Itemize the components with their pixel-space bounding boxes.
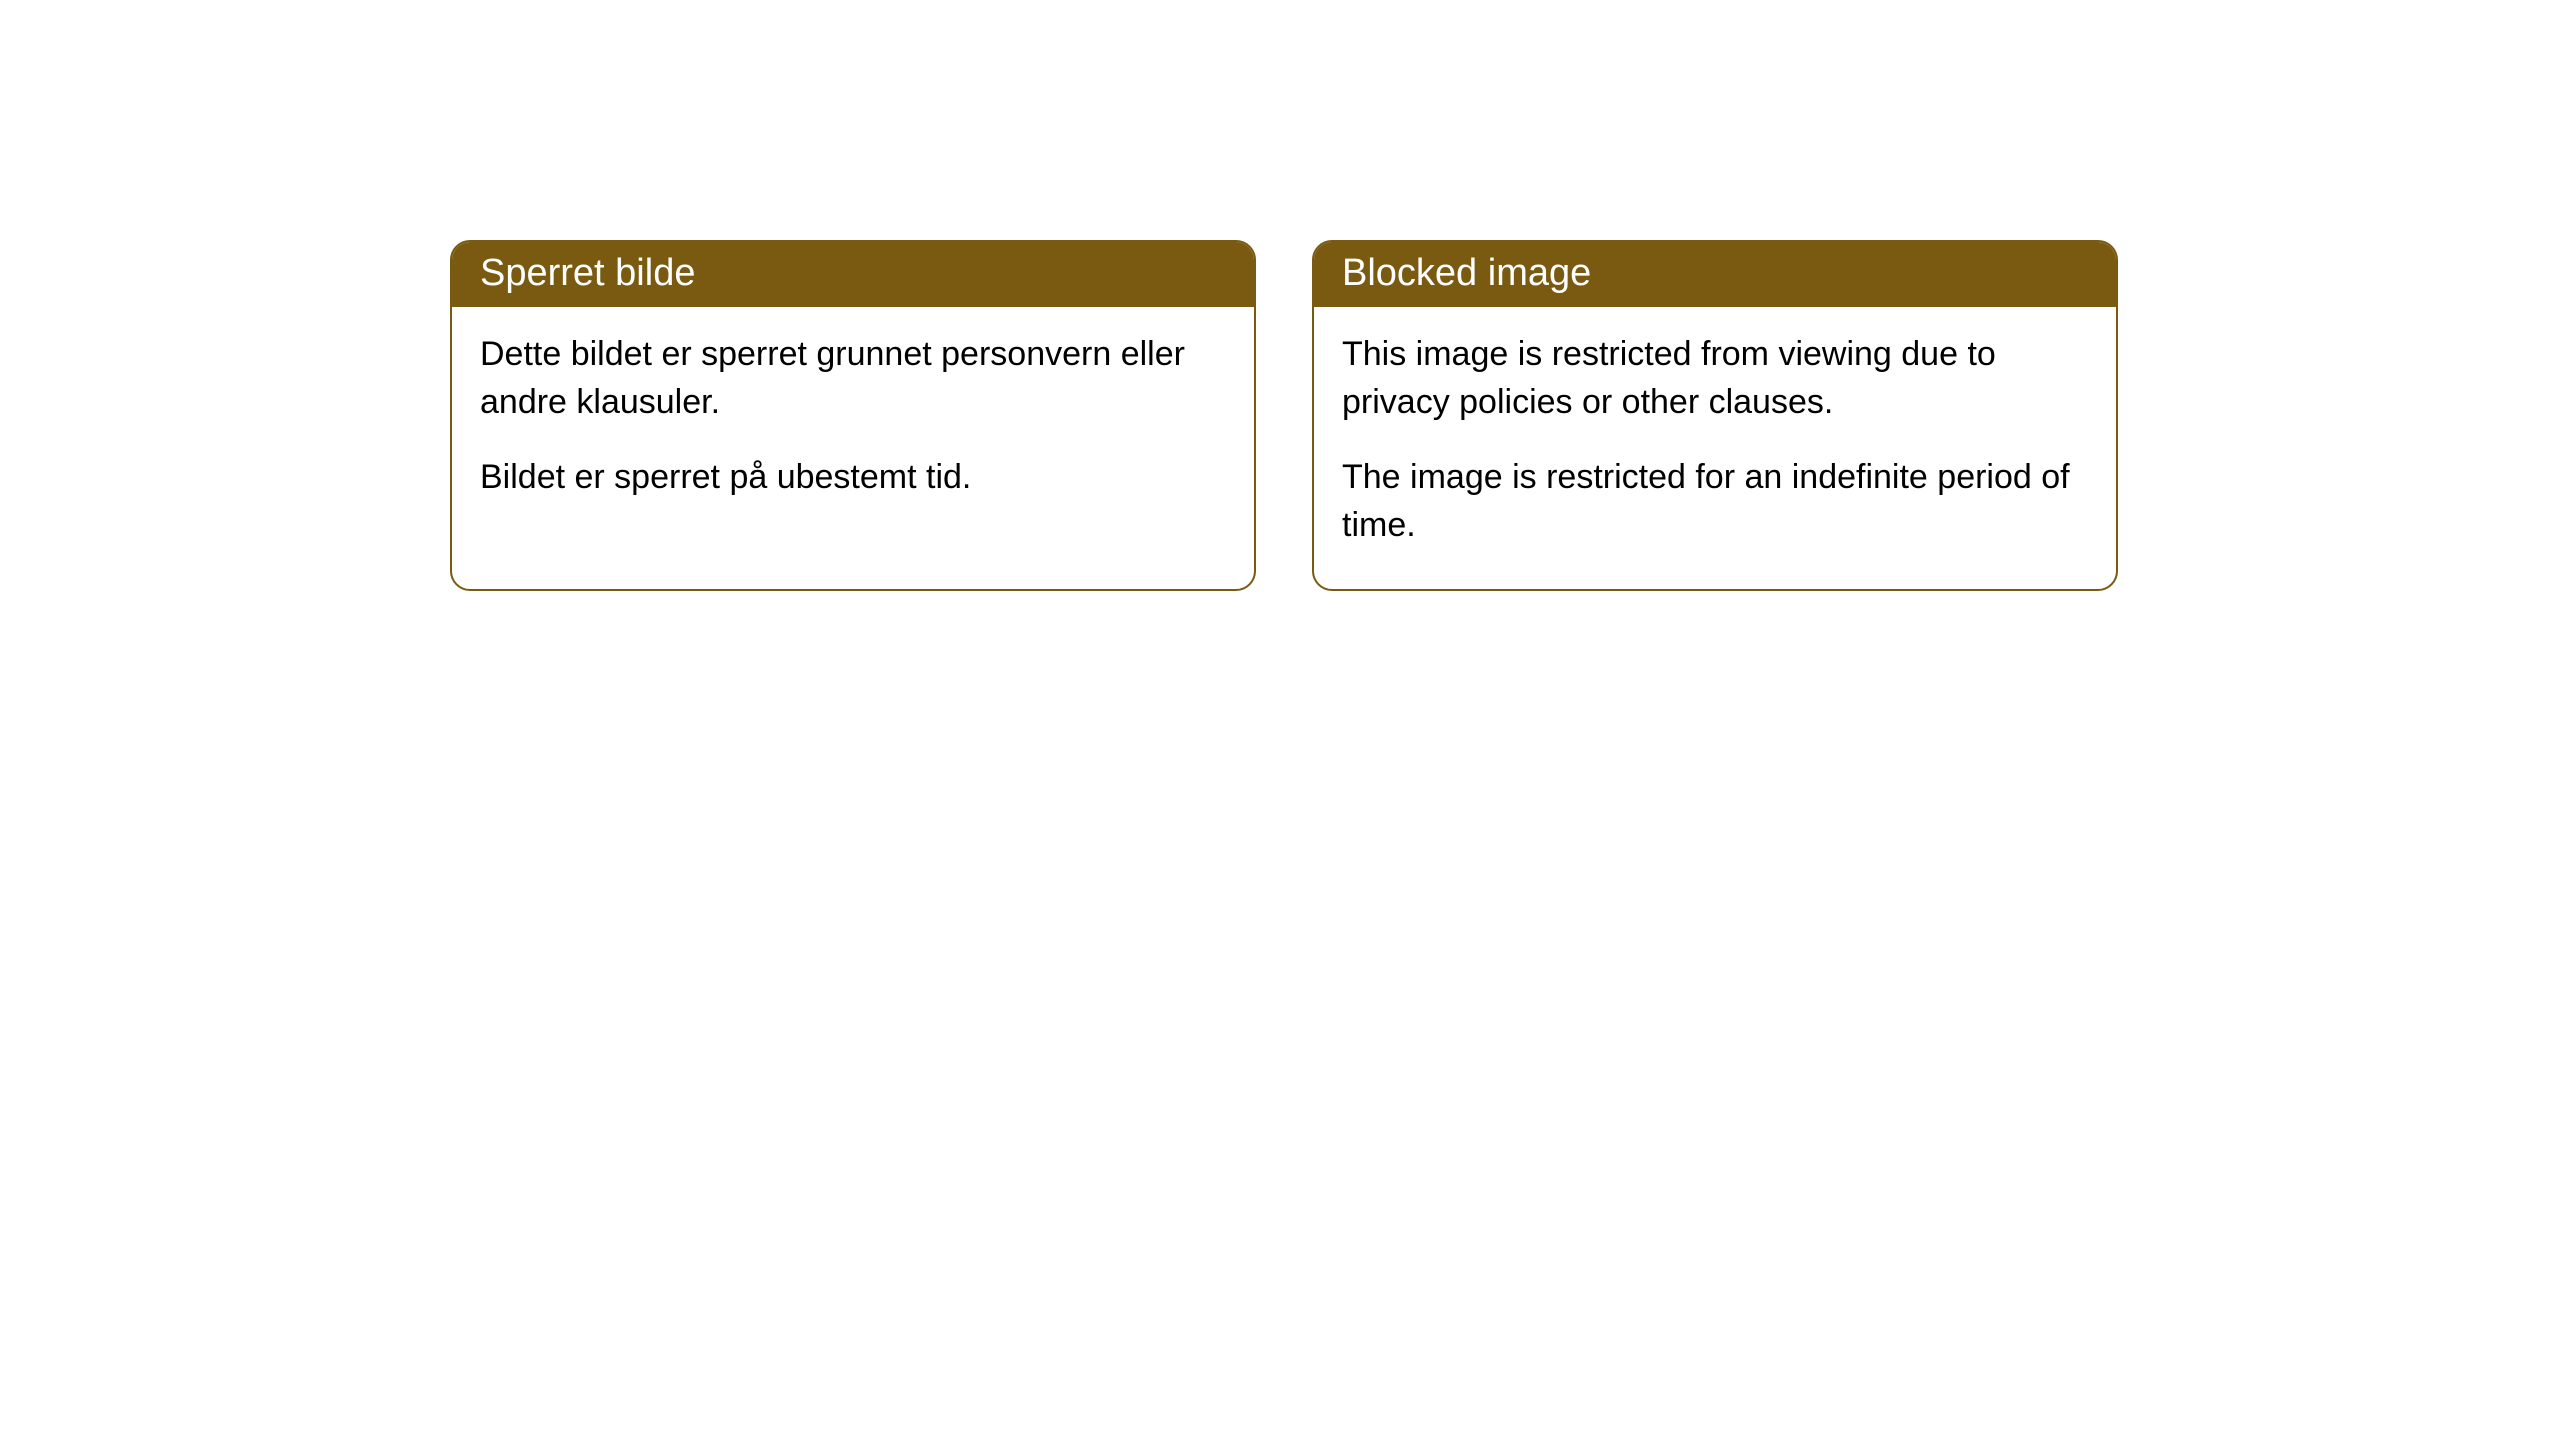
- card-paragraph-1: Dette bildet er sperret grunnet personve…: [480, 331, 1226, 426]
- notice-card-norwegian: Sperret bilde Dette bildet er sperret gr…: [450, 240, 1256, 591]
- card-title: Sperret bilde: [480, 252, 695, 294]
- notice-card-english: Blocked image This image is restricted f…: [1312, 240, 2118, 591]
- card-body: This image is restricted from viewing du…: [1314, 307, 2116, 589]
- card-header: Sperret bilde: [452, 242, 1254, 307]
- card-paragraph-1: This image is restricted from viewing du…: [1342, 331, 2088, 426]
- card-paragraph-2: The image is restricted for an indefinit…: [1342, 454, 2088, 549]
- card-body: Dette bildet er sperret grunnet personve…: [452, 307, 1254, 542]
- card-paragraph-2: Bildet er sperret på ubestemt tid.: [480, 454, 1226, 502]
- card-title: Blocked image: [1342, 252, 1591, 294]
- card-header: Blocked image: [1314, 242, 2116, 307]
- notice-cards-container: Sperret bilde Dette bildet er sperret gr…: [0, 0, 2560, 591]
